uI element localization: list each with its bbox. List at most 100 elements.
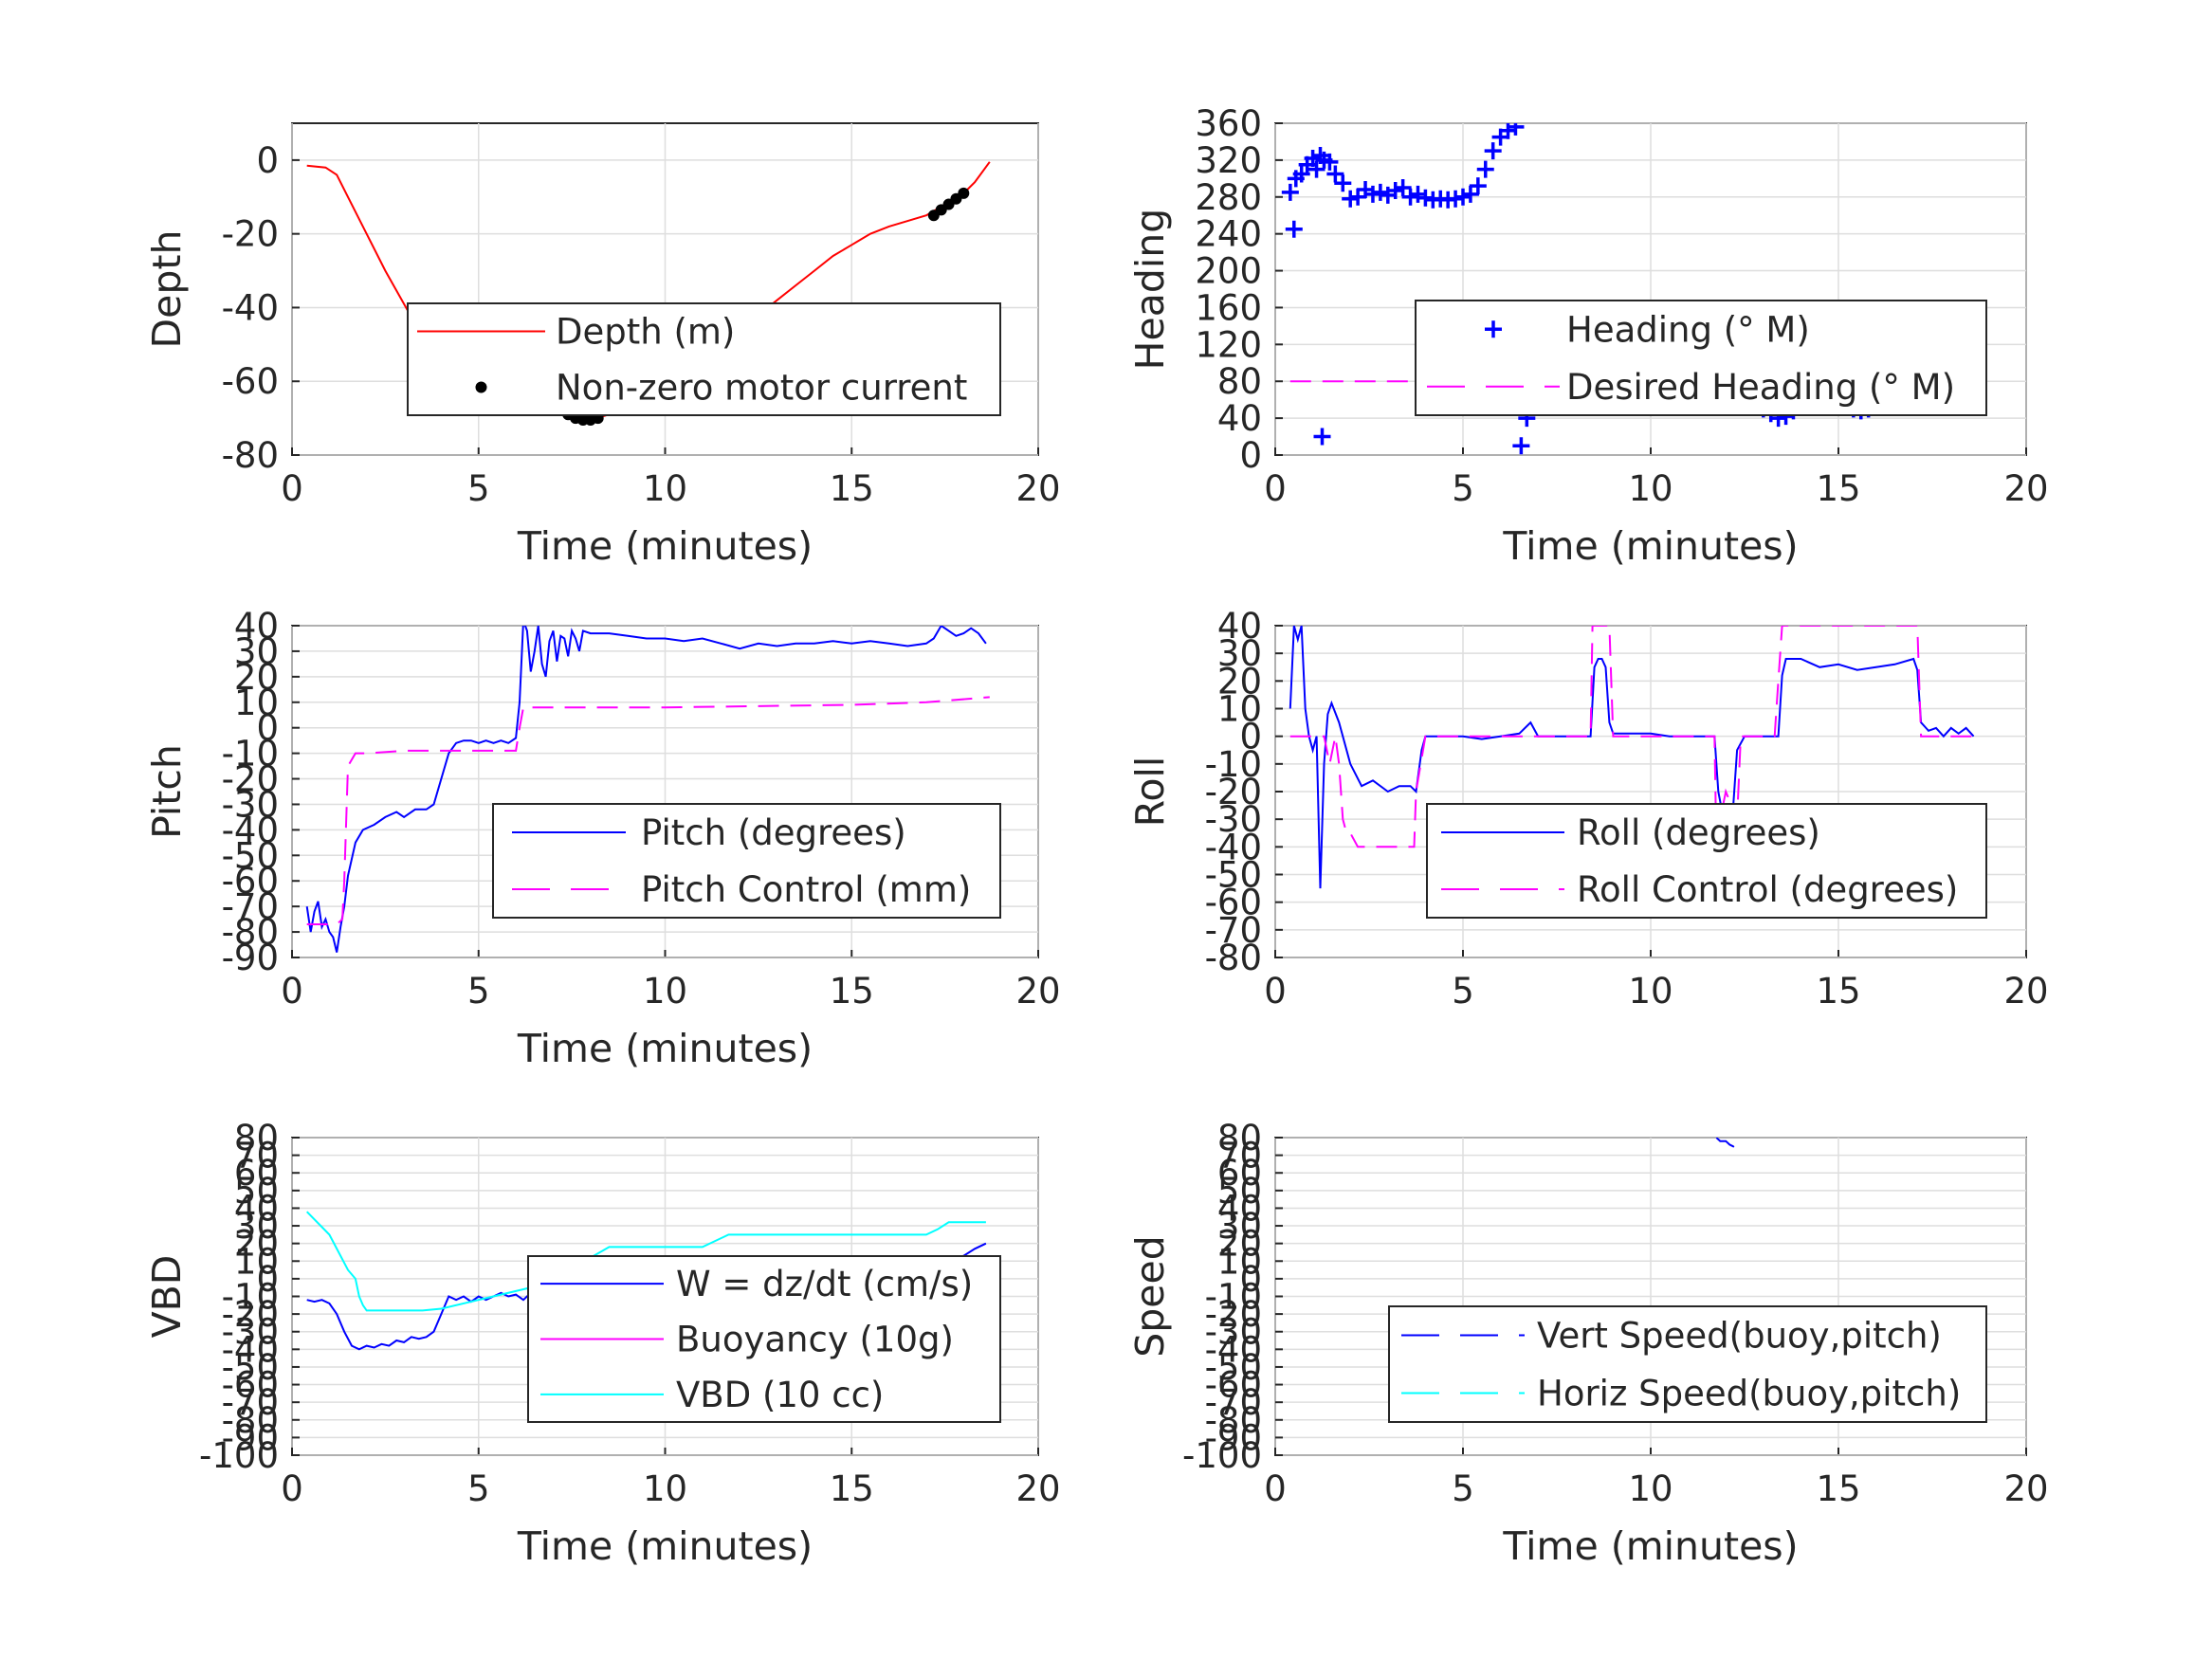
series-1-point [1342, 190, 1360, 208]
panel-4: 0 5 10 15 20-80-70-60-50-40-30-20-1001020304… [1127, 606, 2049, 1012]
series-1-point [1307, 160, 1325, 178]
series-1-point [1386, 181, 1404, 199]
x-tick-label: 0 [281, 971, 303, 1012]
legend-box [492, 803, 1001, 919]
y-tick-label: -60 [1205, 883, 1262, 923]
panel-5: 0 5 10 15 20-100-90-80-70-60-50-40-30-20-100… [144, 1118, 1061, 1569]
y-tick-label: -30 [1205, 799, 1262, 840]
y-tick-label: 20 [234, 657, 279, 698]
y-tick-label: -30 [222, 1312, 279, 1353]
series-1-point [1409, 185, 1427, 203]
x-tick-label: 10 [1628, 971, 1673, 1012]
y-tick-label: -60 [222, 861, 279, 902]
y-tick-label: 30 [1217, 633, 1262, 674]
y-tick-label: 0 [256, 708, 279, 749]
y-tick-label: -70 [222, 886, 279, 927]
series-1-point [1292, 165, 1310, 183]
series-1-line [1289, 626, 1975, 889]
x-tick-label: 10 [643, 468, 687, 509]
legend-entry: Roll (degrees) [1577, 812, 1820, 853]
y-tick-label: -10 [222, 1277, 279, 1318]
x-axis-label: Time (minutes) [1502, 1523, 1798, 1569]
y-tick-label: -90 [222, 938, 279, 978]
legend-box [1415, 300, 1987, 416]
y-tick-label: 40 [234, 606, 279, 647]
series-1-point [1313, 428, 1331, 446]
y-tick-label: 40 [1217, 1188, 1262, 1229]
x-tick-label: 15 [1816, 1468, 1860, 1509]
x-tick-label: 0 [1264, 1468, 1287, 1509]
y-axis-label: Speed [1127, 1235, 1173, 1358]
series-1-point [1476, 160, 1494, 178]
series-group [1715, 1138, 1738, 1148]
legend: Heading (° M) Desired Heading (° M) [1415, 300, 1987, 416]
y-tick-label: -10 [222, 734, 279, 775]
series-1-point [1285, 220, 1303, 238]
legend: Pitch (degrees) Pitch Control (mm) [492, 803, 1001, 919]
y-tick-label: -20 [222, 214, 279, 255]
y-tick-label: -70 [222, 1382, 279, 1423]
y-tick-label: -70 [1205, 910, 1262, 951]
series-3-line [305, 1211, 986, 1312]
x-tick-label: 0 [281, 1468, 303, 1509]
x-tick-label: 10 [643, 1468, 687, 1509]
y-tick-label: -60 [222, 361, 279, 402]
legend-entry: Horiz Speed(buoy,pitch) [1537, 1374, 1961, 1414]
y-tick-label: -50 [1205, 855, 1262, 896]
legend: Roll (degrees) Roll Control (degrees) [1426, 803, 1987, 919]
series-2-point [958, 187, 970, 199]
y-tick-label: -40 [222, 810, 279, 850]
series-1-point [1454, 188, 1472, 206]
legend-marker [1485, 320, 1502, 338]
legend-entry: Non-zero motor current [556, 368, 967, 409]
y-tick-label: -50 [1205, 1347, 1262, 1388]
series-2-line [1289, 626, 1978, 848]
y-tick-label: 70 [1217, 1136, 1262, 1176]
series-1-point [1507, 123, 1525, 136]
series-1-point [1499, 123, 1517, 139]
series-1-point [1484, 142, 1502, 160]
panel-1: 0 5 10 15 20 -80 -60 -40 -20 0 Time (minutes) Depth… [144, 122, 1061, 569]
x-tick-label: 15 [830, 971, 874, 1012]
legend-entry: Pitch (degrees) [641, 812, 906, 853]
y-tick-label: 20 [1217, 1224, 1262, 1265]
x-tick-label: 5 [1452, 971, 1474, 1012]
y-tick-label: 50 [234, 1171, 279, 1212]
y-tick-label: 30 [234, 631, 279, 672]
y-tick-label: 10 [1217, 1241, 1262, 1282]
y-tick-label: -20 [222, 759, 279, 800]
x-tick-label: 20 [2003, 971, 2048, 1012]
y-tick-label: 0 [256, 140, 279, 181]
y-tick-label: -40 [1205, 1329, 1262, 1370]
series-1-point [1401, 188, 1419, 206]
y-tick-label: -50 [222, 1347, 279, 1388]
y-tick-label: 20 [1217, 661, 1262, 702]
x-tick-label: 10 [1628, 468, 1673, 509]
y-axis-label: Depth [144, 230, 190, 349]
y-tick-label: 10 [234, 683, 279, 723]
y-tick-label: -40 [222, 1329, 279, 1370]
series-1-point [1447, 190, 1465, 208]
y-tick-label: 240 [1195, 214, 1262, 255]
y-axis-label: Roll [1127, 757, 1173, 828]
y-tick-label: -20 [1205, 772, 1262, 812]
y-tick-label: 40 [234, 1188, 279, 1229]
y-tick-label: 10 [234, 1241, 279, 1282]
series-1-point [1304, 149, 1322, 167]
legend: Vert Speed(buoy,pitch) Horiz Speed(buoy,p… [1388, 1305, 1987, 1423]
legend-box [1426, 803, 1987, 919]
y-tick-label: -40 [222, 287, 279, 328]
y-tick-label: -100 [199, 1435, 279, 1476]
x-tick-label: 5 [467, 1468, 490, 1509]
legend-entry: Roll Control (degrees) [1577, 869, 1958, 910]
series-1-point [1371, 183, 1389, 201]
x-tick-label: 15 [1816, 971, 1860, 1012]
legend-entry: Depth (m) [556, 312, 735, 353]
y-tick-label: -60 [222, 1365, 279, 1406]
y-tick-label: 200 [1195, 251, 1262, 292]
x-tick-label: 10 [1628, 1468, 1673, 1509]
series-1-point [1417, 189, 1435, 207]
x-tick-label: 20 [1015, 971, 1060, 1012]
y-tick-label: -20 [222, 1294, 279, 1335]
